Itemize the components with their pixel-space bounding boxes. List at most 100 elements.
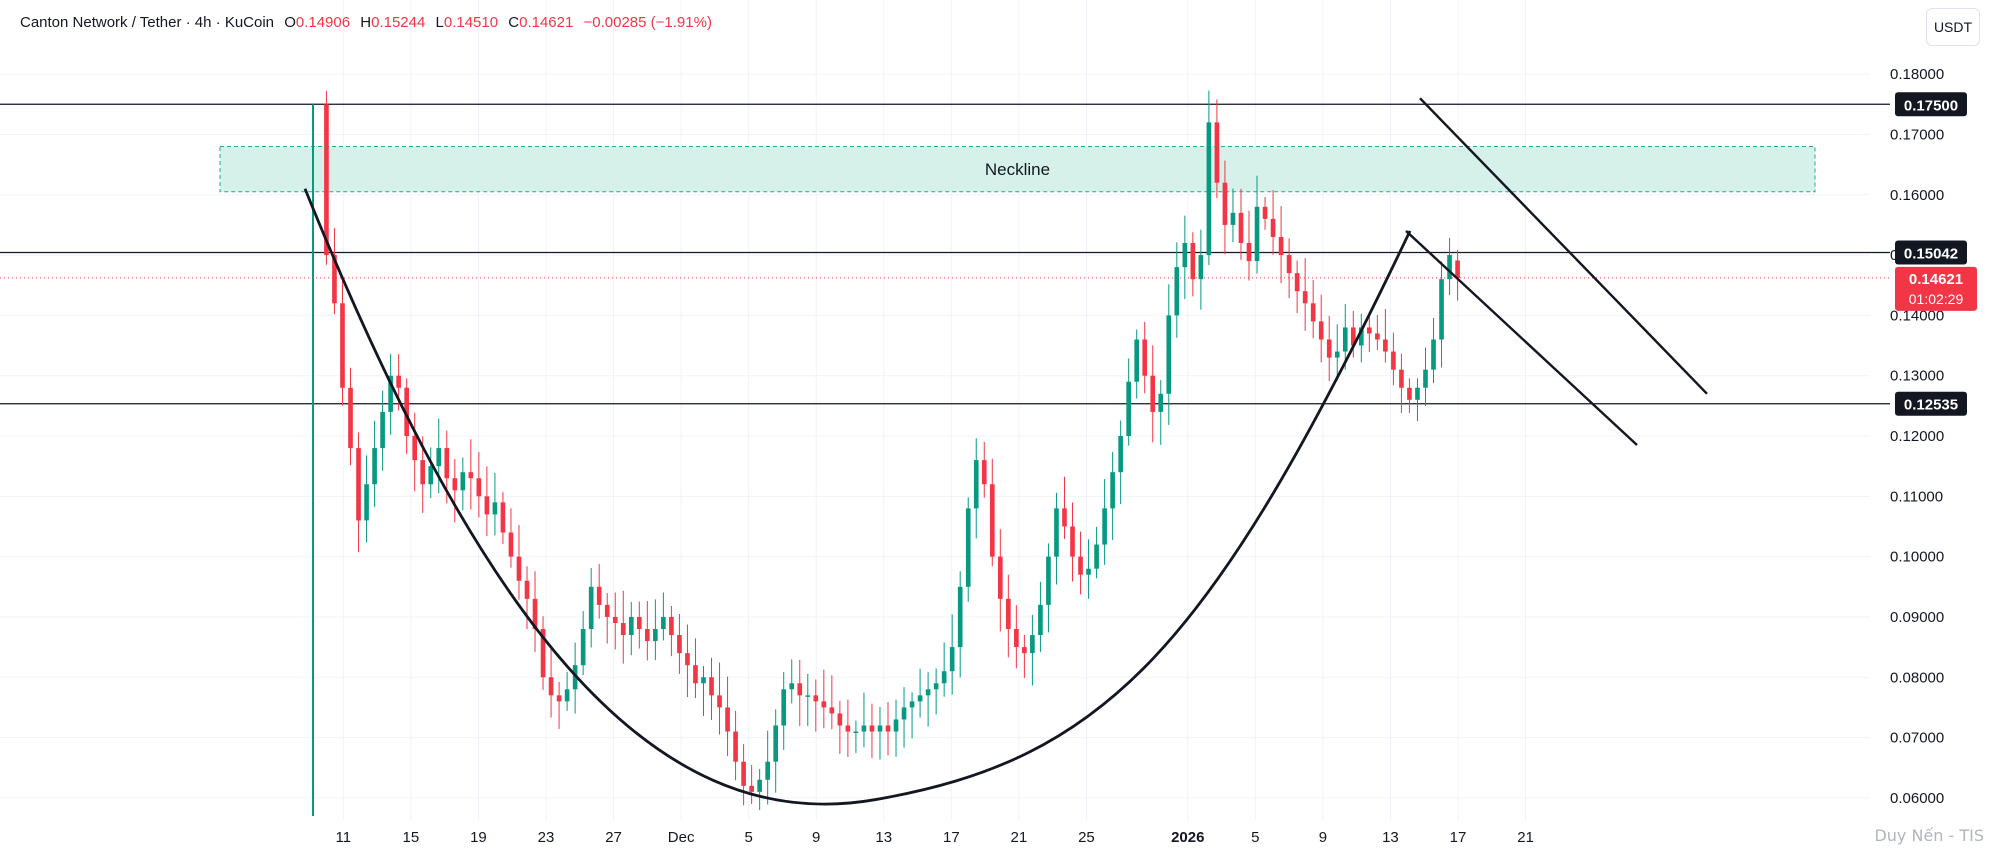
time-axis[interactable]: 11 15 19 23 27 Dec 5 9 13 17 21 25 2026 5 9 13 17 21 (336, 829, 1534, 846)
price-axis[interactable]: 0.180000.170000.160000.150000.140000.130… (1890, 66, 1977, 807)
candle-body (1134, 339, 1140, 382)
candle-body (909, 701, 915, 708)
candle-body (556, 695, 562, 702)
candle (861, 692, 867, 748)
candle (356, 432, 361, 553)
candle (588, 567, 594, 648)
candle (813, 679, 819, 732)
candle-body (396, 375, 401, 388)
candle-body (348, 387, 353, 449)
candle (428, 447, 434, 499)
candle-body (596, 586, 602, 605)
candle-body (877, 725, 883, 732)
candle-body (1222, 182, 1228, 225)
candle-body (701, 677, 706, 684)
candle (636, 601, 642, 649)
candle-body (324, 104, 329, 256)
price-tick-label: 0.17000 (1890, 126, 1944, 143)
price-level-badge (1895, 92, 1967, 117)
candle-body (492, 502, 498, 515)
candle (749, 764, 754, 804)
candle (1342, 304, 1348, 370)
time-tick-label: 13 (1382, 829, 1399, 846)
candle (508, 508, 514, 568)
candle-body (1286, 255, 1292, 274)
open-value: 0.14906 (295, 14, 351, 31)
candle-body (901, 707, 907, 720)
grid (0, 0, 1870, 820)
symbol-title[interactable]: Canton Network / Tether · 4h · KuCoin (20, 14, 275, 31)
candle-body (981, 460, 987, 485)
candle (1126, 358, 1131, 446)
time-tick-label: 9 (1319, 829, 1327, 846)
candle-body (725, 707, 730, 732)
candle-body (1254, 206, 1260, 262)
price-tick-label: 0.07000 (1890, 730, 1944, 747)
candle-body (1110, 472, 1115, 509)
candle (997, 529, 1003, 632)
candle-body (580, 629, 586, 666)
candle (1134, 329, 1140, 399)
candle-body (717, 695, 722, 708)
candle (580, 611, 586, 676)
candle-body (949, 647, 955, 672)
candle-body (653, 629, 658, 642)
neckline-zone: Neckline (219, 146, 1816, 193)
candle-body (356, 448, 361, 521)
candle (1254, 175, 1260, 274)
candle-body (1046, 556, 1051, 605)
candle-body (604, 604, 610, 617)
candle-body (476, 478, 482, 497)
candle-body (340, 303, 345, 388)
candle-body (1086, 568, 1091, 575)
candle-body (845, 725, 851, 732)
candle (1431, 317, 1436, 384)
candle (484, 466, 490, 537)
candle-body (757, 779, 762, 792)
candle (1038, 581, 1043, 652)
change-value: −0.00285 (−1.91%) (583, 14, 712, 31)
candle-body (1166, 315, 1172, 394)
candle (701, 666, 706, 716)
candle-body (1102, 508, 1107, 545)
candle-body (1182, 243, 1188, 268)
candle (436, 418, 442, 494)
price-tick-label: 0.13000 (1890, 368, 1944, 385)
candle-body (733, 731, 738, 762)
candle-body (564, 689, 570, 702)
candle (1110, 452, 1115, 540)
candle (532, 571, 538, 652)
currency-selector[interactable]: USDT (1926, 8, 1980, 46)
candle (949, 614, 955, 695)
candle (885, 702, 891, 756)
price-tick-label: 0.14000 (1890, 307, 1944, 324)
candle-body (1038, 604, 1043, 636)
price-level-label: 0.15042 (1904, 246, 1958, 263)
candle (1246, 210, 1252, 281)
candle-body (1062, 508, 1067, 527)
candle-body (853, 731, 859, 734)
candle-body (1270, 218, 1276, 237)
time-tick-label: 21 (1011, 829, 1028, 846)
candle (1375, 315, 1380, 350)
candle (669, 605, 674, 657)
time-tick-label: 15 (403, 829, 420, 846)
candle (645, 601, 650, 661)
candle (789, 659, 795, 704)
candle-body (1439, 279, 1444, 340)
candle (1102, 479, 1107, 565)
candle (1214, 99, 1220, 199)
time-tick-label: 2026 (1171, 829, 1204, 846)
candle-body (925, 689, 931, 696)
candle (741, 744, 746, 806)
candle (452, 458, 458, 523)
candle-body (797, 683, 803, 696)
candle (1294, 260, 1300, 314)
candle-body (821, 701, 827, 708)
price-level-label: 0.17500 (1904, 97, 1958, 114)
candle-body (685, 653, 690, 666)
candle-body (508, 532, 514, 557)
candle-body (1399, 369, 1404, 388)
